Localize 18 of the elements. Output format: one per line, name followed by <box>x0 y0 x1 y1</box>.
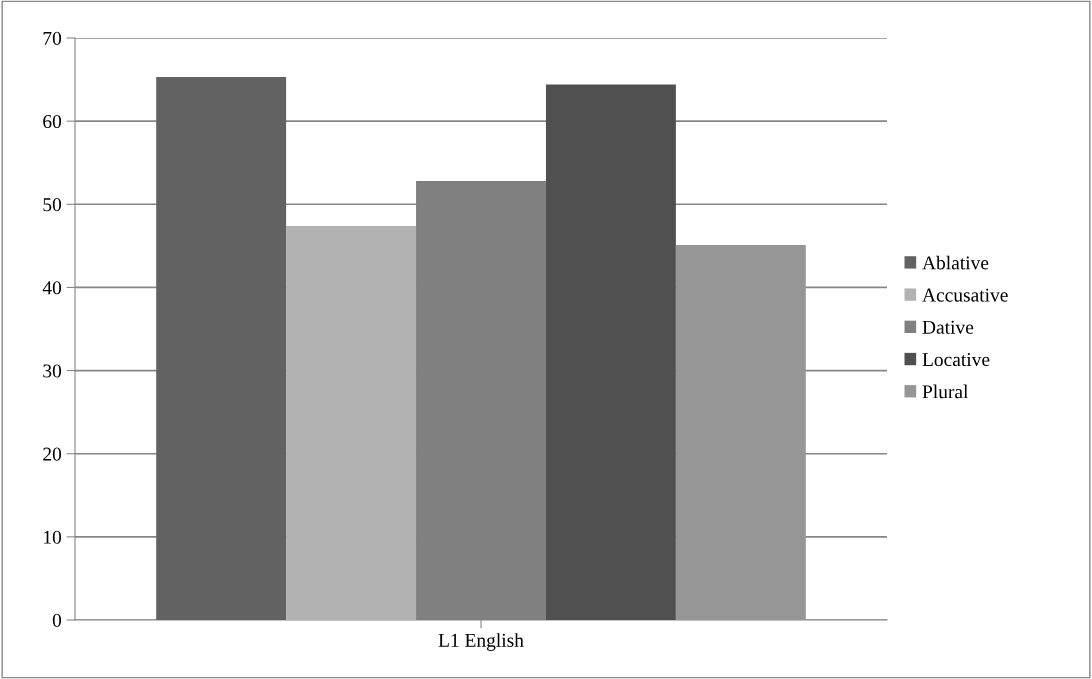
legend-label: Accusative <box>922 288 1008 302</box>
bar <box>545 84 676 620</box>
legend-label: Locative <box>922 353 990 367</box>
x-tick-label: L1 English <box>438 633 524 651</box>
y-tick-label: 0 <box>52 613 62 627</box>
y-tick-label: 70 <box>43 31 62 45</box>
y-tick-label: 30 <box>43 364 62 378</box>
y-tick-label: 20 <box>43 447 62 461</box>
y-tick-label: 40 <box>42 281 62 295</box>
bar <box>286 225 417 620</box>
y-tick-label: 10 <box>44 530 62 544</box>
y-tick-label: 50 <box>43 198 62 212</box>
bar <box>675 245 806 620</box>
bar <box>156 77 287 620</box>
y-tick-label: 60 <box>43 114 62 129</box>
legend-label: Dative <box>922 320 974 334</box>
legend-label: Plural <box>922 384 969 399</box>
legend-label: Ablative <box>922 255 989 270</box>
